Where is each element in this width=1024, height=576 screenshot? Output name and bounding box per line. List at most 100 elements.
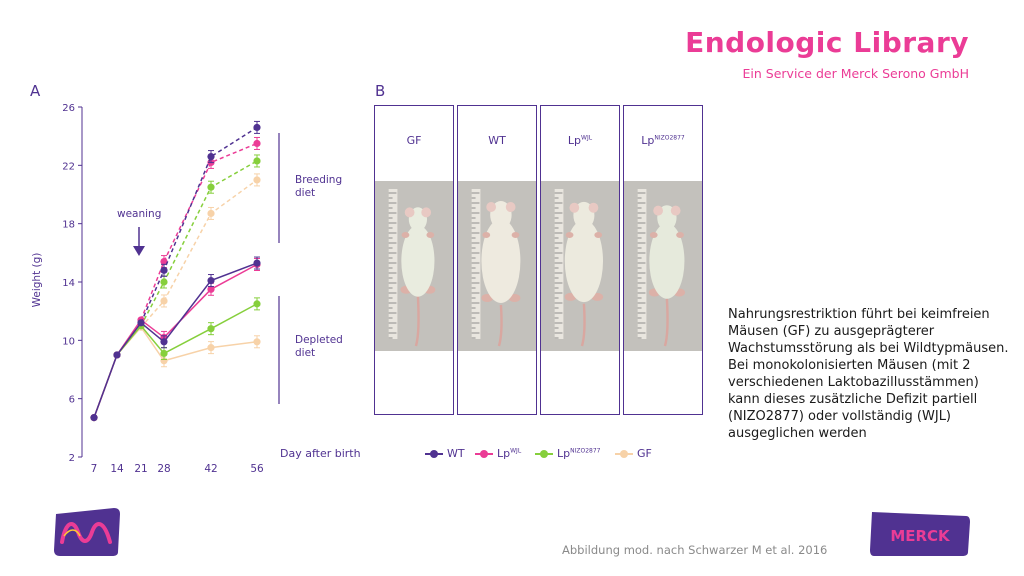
depleted-diet-label: diet bbox=[295, 347, 315, 359]
photo-label: GF bbox=[406, 134, 422, 147]
mouse-paw bbox=[565, 232, 574, 238]
mouse-ear bbox=[505, 202, 516, 212]
ruler bbox=[554, 189, 564, 339]
mouse-image bbox=[458, 181, 536, 351]
breeding-diet-label: Breeding bbox=[295, 174, 342, 186]
data-point bbox=[207, 325, 215, 333]
description-text: Nahrungsrestriktion führt bei keimfreien… bbox=[728, 307, 1009, 441]
data-point bbox=[160, 266, 168, 274]
mouse-body bbox=[401, 225, 435, 297]
chart-legend: WT LpWJL LpNIZO2877 GF bbox=[425, 446, 665, 462]
mouse-body bbox=[564, 219, 604, 303]
mouse-ear bbox=[486, 202, 497, 212]
series-line-depleted bbox=[140, 326, 258, 362]
data-point bbox=[253, 259, 261, 267]
mouse-body bbox=[649, 223, 685, 299]
data-point bbox=[207, 285, 215, 293]
mouse-ear bbox=[588, 202, 599, 213]
legend-label: GF bbox=[637, 447, 652, 460]
mouse-paw bbox=[676, 232, 684, 238]
mouse-ear bbox=[404, 207, 415, 218]
data-point bbox=[207, 183, 215, 191]
breeding-diet-label: diet bbox=[295, 187, 315, 199]
merck-m-logo bbox=[54, 508, 120, 556]
data-point bbox=[253, 139, 261, 148]
mouse-paw bbox=[594, 232, 603, 238]
mouse-ear bbox=[670, 205, 681, 216]
y-axis-label: Weight (g) bbox=[31, 253, 43, 308]
photo-label: LpNIZO2877 bbox=[641, 134, 685, 147]
photo-label: LpWJL bbox=[567, 134, 593, 147]
mouse-paw bbox=[401, 232, 410, 238]
weaning-arrow-head bbox=[133, 246, 145, 256]
depleted-diet-label: Depleted bbox=[295, 334, 343, 346]
mouse-tail bbox=[580, 303, 586, 347]
series-line-breeding bbox=[140, 126, 258, 324]
mouse-image bbox=[541, 181, 619, 351]
y-tick-label: 6 bbox=[69, 395, 75, 406]
data-point bbox=[160, 349, 168, 358]
mouse-photo-lp-nizo: LpNIZO2877 bbox=[623, 105, 703, 415]
data-point bbox=[253, 157, 261, 165]
legend-label: LpNIZO2877 bbox=[557, 447, 601, 460]
y-tick-label: 26 bbox=[62, 103, 75, 114]
panel-label-b: B bbox=[375, 82, 386, 100]
series-line-common bbox=[93, 326, 142, 418]
x-tick-label: 42 bbox=[204, 463, 217, 475]
data-point bbox=[253, 300, 261, 308]
x-tick-label: 21 bbox=[134, 463, 147, 475]
x-tick-label: 56 bbox=[250, 463, 264, 475]
mouse-ear bbox=[569, 202, 580, 213]
mouse-paw bbox=[511, 232, 520, 238]
mouse-image bbox=[624, 181, 702, 351]
mouse-tail bbox=[497, 304, 503, 347]
mouse-tail bbox=[414, 295, 420, 347]
data-point bbox=[137, 319, 145, 327]
series-line-breeding bbox=[140, 179, 258, 328]
series-line-common bbox=[93, 325, 142, 418]
y-tick-label: 22 bbox=[62, 161, 75, 172]
photo-label: WT bbox=[488, 134, 506, 147]
data-point bbox=[113, 351, 121, 359]
y-tick-label: 18 bbox=[62, 220, 75, 231]
legend-label: LpWJL bbox=[497, 447, 522, 460]
merck-wordmark-logo: MERCK bbox=[870, 512, 970, 556]
brand-title: Endologic Library bbox=[685, 26, 969, 59]
data-point bbox=[253, 123, 261, 132]
series-line-depleted bbox=[140, 262, 258, 343]
mouse-body bbox=[481, 219, 521, 303]
weaning-label: weaning bbox=[117, 208, 161, 220]
data-point bbox=[207, 344, 215, 352]
ruler bbox=[471, 189, 481, 339]
series-line-breeding bbox=[140, 142, 258, 321]
data-point bbox=[160, 278, 168, 286]
data-point bbox=[160, 257, 168, 266]
mouse-ear bbox=[653, 205, 663, 216]
data-point bbox=[207, 209, 215, 218]
data-point bbox=[253, 338, 261, 346]
data-point bbox=[207, 152, 215, 161]
x-tick-label: 28 bbox=[157, 463, 170, 475]
panel-label-a: A bbox=[30, 82, 41, 100]
x-tick-label: 14 bbox=[110, 463, 124, 475]
ruler bbox=[637, 189, 647, 339]
data-point bbox=[207, 276, 215, 285]
mouse-photo-gf: GF bbox=[374, 105, 454, 415]
ruler bbox=[388, 189, 398, 339]
x-tick-label: 7 bbox=[91, 463, 98, 475]
brand-subtitle: Ein Service der Merck Serono GmbH bbox=[742, 66, 969, 81]
mouse-tail bbox=[663, 298, 669, 347]
series-line-depleted bbox=[140, 263, 258, 339]
series-line-depleted bbox=[140, 303, 258, 355]
legend-marker bbox=[430, 450, 438, 458]
series-line-common bbox=[93, 322, 142, 418]
merck-wordmark-text: MERCK bbox=[890, 527, 951, 545]
legend-marker bbox=[540, 450, 548, 458]
data-point bbox=[90, 414, 98, 422]
data-point bbox=[253, 176, 261, 184]
legend-marker bbox=[620, 450, 628, 458]
mouse-photo-wt: WT bbox=[457, 105, 537, 415]
mouse-paw bbox=[426, 232, 435, 238]
y-tick-label: 14 bbox=[62, 278, 75, 289]
